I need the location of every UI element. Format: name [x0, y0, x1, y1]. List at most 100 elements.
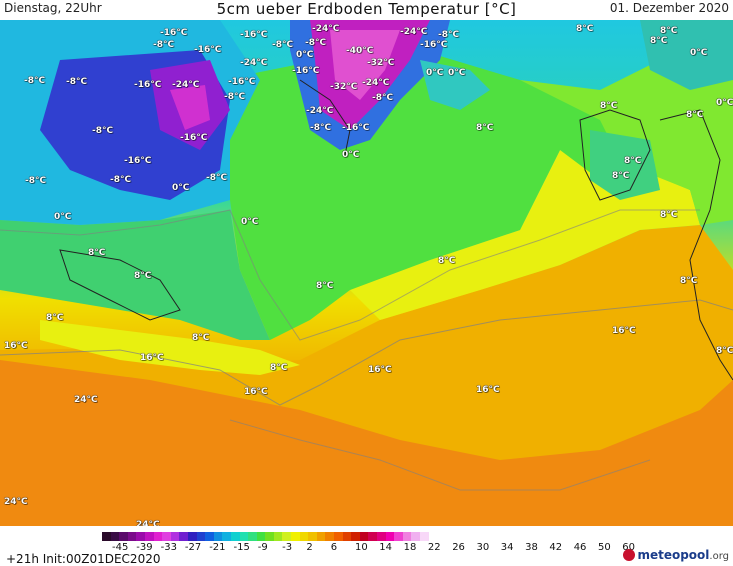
color-scale-swatch — [162, 532, 171, 541]
temperature-label: -32°C — [367, 58, 395, 68]
temperature-label: 8°C — [624, 156, 642, 166]
color-scale-swatch — [394, 532, 403, 541]
color-scale-swatch — [239, 532, 249, 541]
legend-area: -45 -39 -33 -27 -21 -15 -9 -3 2 6 10 14 18 22 26 30 34 38… — [0, 526, 733, 566]
brand-logo[interactable]: meteopool.org — [623, 548, 729, 562]
temperature-label: 8°C — [438, 256, 456, 266]
temperature-label: 8°C — [600, 101, 618, 111]
color-scale-swatch — [419, 532, 429, 541]
color-scale-swatch — [334, 532, 343, 541]
color-scale-tick-label: 10 — [355, 542, 368, 553]
temperature-label: -24°C — [400, 27, 428, 37]
color-scale-tick-label: 38 — [525, 542, 538, 553]
temperature-label: 0°C — [241, 217, 259, 227]
temperature-field — [0, 20, 733, 526]
temperature-label: 8°C — [270, 363, 288, 373]
color-scale-swatch — [411, 532, 420, 541]
color-scale-swatch — [273, 532, 283, 541]
color-scale-tick-label: 22 — [427, 542, 441, 553]
temperature-label: 16°C — [244, 387, 268, 397]
temperature-label: 16°C — [612, 326, 636, 336]
meteopool-logo-icon — [623, 549, 636, 561]
temperature-label: -8°C — [305, 38, 327, 48]
color-scale-tick-label: 18 — [403, 542, 417, 553]
temperature-label: 8°C — [46, 313, 64, 323]
color-scale-swatch — [248, 532, 257, 541]
temperature-label: 8°C — [316, 281, 334, 291]
temperature-label: 8°C — [650, 36, 668, 46]
temperature-label: -24°C — [306, 106, 334, 116]
temperature-label: 8°C — [660, 210, 678, 220]
color-scale-swatch — [368, 532, 377, 541]
temperature-label: -8°C — [438, 30, 460, 40]
temperature-label: 8°C — [134, 271, 152, 281]
color-scale-swatch — [377, 532, 386, 541]
color-scale-swatch — [342, 532, 352, 541]
color-scale-swatch — [222, 532, 231, 541]
temperature-label: -16°C — [194, 45, 222, 55]
color-scale-tick-label: -27 — [184, 542, 202, 553]
temperature-label: -24°C — [172, 80, 200, 90]
color-scale-tick-label: -15 — [233, 542, 250, 553]
color-scale-swatch — [230, 532, 240, 541]
temperature-label: -8°C — [272, 40, 294, 50]
color-scale-swatch — [385, 532, 395, 541]
color-scale-swatch — [153, 532, 163, 541]
color-scale-swatch — [291, 532, 300, 541]
temperature-label: -24°C — [240, 58, 268, 68]
color-scale-tick-label: -9 — [257, 542, 268, 553]
temperature-label: 8°C — [612, 171, 630, 181]
temperature-label: 8°C — [680, 276, 698, 286]
temperature-label: -8°C — [372, 93, 394, 103]
temperature-label: -24°C — [362, 78, 390, 88]
color-scale-tick-label: 42 — [549, 542, 563, 553]
temperature-label: -40°C — [346, 46, 374, 56]
temperature-label: 8°C — [716, 346, 733, 356]
temperature-label: 16°C — [476, 385, 500, 395]
temperature-label: 24°C — [136, 520, 160, 526]
color-scale-swatch — [316, 532, 326, 541]
temperature-label: -8°C — [24, 76, 46, 86]
temperature-label: -16°C — [420, 40, 448, 50]
color-scale-swatch — [205, 532, 214, 541]
color-scale-ticks: -45 -39 -33 -27 -21 -15 -9 -3 2 6 10 14 18 22 26 30 34 38… — [112, 542, 636, 556]
temperature-label: 0°C — [448, 68, 466, 78]
temperature-label: 24°C — [4, 497, 28, 507]
temperature-label: 0°C — [690, 48, 708, 58]
color-scale-swatch — [196, 532, 206, 541]
map-title: 5cm ueber Erdboden Temperatur [°C] — [216, 0, 517, 18]
temperature-label: -8°C — [92, 126, 114, 136]
color-scale-swatch — [187, 532, 197, 541]
forecast-time: Dienstag, 22Uhr — [4, 1, 102, 15]
temperature-label: -16°C — [180, 133, 208, 143]
color-scale-swatch — [179, 532, 188, 541]
temperature-label: 0°C — [172, 183, 190, 193]
temperature-label: 8°C — [660, 26, 678, 36]
color-scale-swatch — [144, 532, 154, 541]
temperature-label: -8°C — [66, 77, 88, 87]
temperature-label: -16°C — [160, 28, 188, 38]
color-scale-swatch — [325, 532, 335, 541]
color-scale-tick-label: 26 — [452, 542, 465, 553]
color-scale-swatch — [351, 532, 360, 541]
temperature-map: -16°C -8°C -16°C -16°C -8°C -24°C -8°C 0°C -40°C… — [0, 20, 733, 526]
color-scale-tick-label: -39 — [136, 542, 153, 553]
color-scale-tick-label: 2 — [306, 542, 313, 553]
color-scale-tick-label: 34 — [500, 542, 514, 553]
color-scale-swatch — [127, 532, 137, 541]
temperature-label: 16°C — [140, 353, 164, 363]
color-scale-tick-label: 60 — [622, 542, 636, 553]
temperature-label: -24°C — [312, 24, 340, 34]
temperature-label: -32°C — [330, 82, 358, 92]
color-scale-swatch — [256, 532, 266, 541]
color-scale-swatch — [102, 532, 111, 541]
temperature-label: 0°C — [426, 68, 444, 78]
temperature-label: 0°C — [296, 50, 314, 60]
temperature-label: 0°C — [342, 150, 360, 160]
color-scale-tick-label: -3 — [282, 542, 293, 553]
color-scale-swatch — [213, 532, 223, 541]
color-scale-swatch — [110, 532, 120, 541]
temperature-label: 16°C — [368, 365, 392, 375]
temperature-label: -8°C — [310, 123, 332, 133]
temperature-label: -16°C — [134, 80, 162, 90]
